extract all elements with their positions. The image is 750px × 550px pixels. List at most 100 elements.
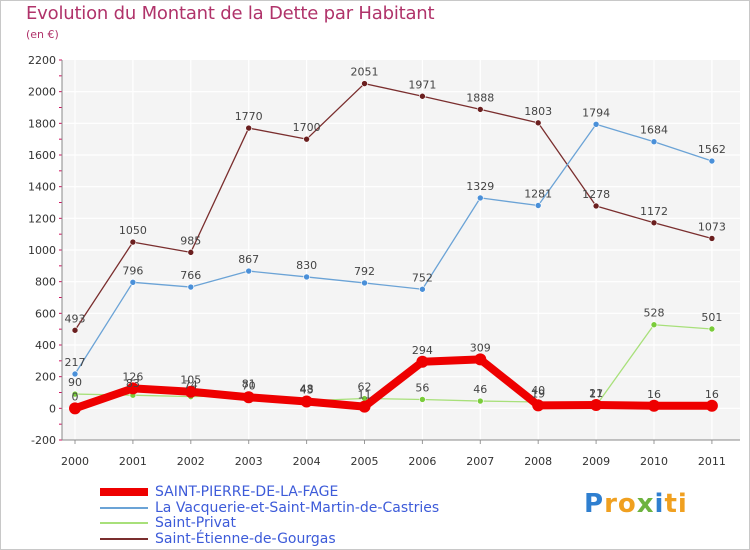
series-3-label-2003: 1770 bbox=[235, 110, 263, 123]
y-tick-label-1600: 1600 bbox=[28, 149, 56, 162]
x-tick-label-2002: 2002 bbox=[177, 455, 205, 468]
series-1-label-2001: 796 bbox=[122, 264, 143, 277]
series-0-point-2009 bbox=[590, 399, 603, 412]
series-1-point-2002 bbox=[187, 283, 195, 291]
series-0-label-2003: 70 bbox=[242, 379, 256, 392]
series-3-label-2005: 2051 bbox=[351, 66, 379, 79]
y-tick-label--200: -200 bbox=[31, 434, 56, 447]
y-tick-label-0: 0 bbox=[49, 402, 56, 415]
series-2-label-2004: 48 bbox=[300, 383, 314, 396]
series-1-label-2002: 766 bbox=[180, 269, 201, 282]
series-0-label-2007: 309 bbox=[470, 341, 491, 354]
series-1-label-2007: 1329 bbox=[466, 180, 494, 193]
series-0-point-2004 bbox=[300, 395, 313, 408]
series-3-label-2006: 1971 bbox=[408, 78, 436, 91]
series-1-label-2010: 1684 bbox=[640, 124, 668, 137]
series-1-label-2004: 830 bbox=[296, 259, 317, 272]
series-3-point-2005 bbox=[361, 80, 368, 87]
y-tick-label-400: 400 bbox=[35, 339, 56, 352]
series-3-point-2011 bbox=[708, 235, 716, 242]
series-3-point-2002 bbox=[187, 249, 195, 256]
series-1-point-2008 bbox=[534, 202, 542, 209]
proxiti-logo: Proxiti bbox=[584, 489, 688, 519]
series-3-label-2000: 493 bbox=[65, 312, 86, 325]
legend-label-saint-privat: Saint-Privat bbox=[155, 515, 236, 531]
series-0-point-2000 bbox=[69, 402, 81, 415]
series-0-point-2007 bbox=[474, 353, 487, 366]
y-tick-label-2200: 2200 bbox=[28, 54, 56, 67]
series-2-label-2009: 17 bbox=[589, 388, 603, 401]
series-1-point-2003 bbox=[245, 267, 252, 275]
series-1-label-2005: 792 bbox=[354, 265, 375, 278]
series-3-label-2011: 1073 bbox=[698, 220, 726, 233]
series-1-label-2000: 217 bbox=[65, 356, 86, 369]
x-tick-label-2008: 2008 bbox=[524, 455, 552, 468]
chart-subtitle: (en €) bbox=[26, 28, 59, 41]
series-1-point-2005 bbox=[361, 279, 368, 287]
series-2-label-2006: 56 bbox=[415, 381, 429, 394]
y-tick-label-1200: 1200 bbox=[28, 212, 56, 225]
y-tick-label-1800: 1800 bbox=[28, 117, 56, 130]
series-2-label-2001: 83 bbox=[126, 377, 140, 390]
series-3-point-2010 bbox=[650, 219, 658, 227]
series-3-label-2004: 1700 bbox=[293, 121, 321, 134]
series-2-point-2010 bbox=[650, 321, 658, 329]
series-3-label-2009: 1278 bbox=[582, 188, 610, 201]
y-tick-label-1000: 1000 bbox=[28, 244, 56, 257]
series-2-label-2002: 74 bbox=[184, 379, 198, 392]
series-line-3 bbox=[74, 82, 713, 331]
y-tick-label-800: 800 bbox=[35, 276, 56, 289]
x-tick-label-2011: 2011 bbox=[698, 455, 726, 468]
y-tick-label-600: 600 bbox=[35, 307, 56, 320]
series-3-point-2006 bbox=[419, 92, 426, 100]
series-0-point-2008 bbox=[532, 399, 545, 412]
y-tick-label-2000: 2000 bbox=[28, 86, 56, 99]
series-1-point-2004 bbox=[303, 273, 310, 281]
x-tick-label-2006: 2006 bbox=[408, 455, 436, 468]
y-tick-label-200: 200 bbox=[35, 371, 56, 384]
series-3-point-2008 bbox=[534, 119, 542, 127]
legend-label-saint-pierre: SAINT-PIERRE-DE-LA-FAGE bbox=[155, 484, 339, 500]
series-0-label-2001: 126 bbox=[122, 370, 143, 383]
series-3-point-2003 bbox=[245, 124, 252, 132]
series-3-label-2002: 985 bbox=[180, 234, 201, 247]
x-tick-label-2004: 2004 bbox=[293, 455, 321, 468]
series-2-point-2000 bbox=[71, 390, 79, 398]
series-3-point-2004 bbox=[303, 135, 310, 143]
series-3-point-2007 bbox=[476, 106, 484, 113]
series-1-point-2007 bbox=[476, 194, 484, 202]
series-0-point-2005 bbox=[358, 400, 371, 413]
legend-label-saint-etienne: Saint-Étienne-de-Gourgas bbox=[155, 531, 336, 547]
series-0-point-2010 bbox=[648, 399, 660, 412]
series-2-point-2011 bbox=[708, 325, 716, 333]
series-1-point-2009 bbox=[592, 120, 600, 128]
series-3-label-2007: 1888 bbox=[466, 91, 494, 104]
series-3-point-2000 bbox=[71, 326, 79, 334]
series-1-label-2011: 1562 bbox=[698, 143, 726, 156]
series-2-label-2011: 501 bbox=[701, 311, 722, 324]
series-3-label-2010: 1172 bbox=[640, 205, 668, 218]
series-0-label-2006: 294 bbox=[412, 344, 433, 357]
series-0-point-2001 bbox=[126, 382, 139, 395]
series-0-label-2010: 16 bbox=[647, 388, 661, 401]
x-tick-label-2009: 2009 bbox=[582, 455, 610, 468]
chart-title: Evolution du Montant de la Dette par Hab… bbox=[26, 3, 435, 24]
series-0-label-2002: 105 bbox=[180, 374, 201, 387]
series-0-label-2004: 43 bbox=[300, 384, 314, 397]
series-2-label-2010: 528 bbox=[644, 307, 665, 320]
series-1-point-2010 bbox=[650, 138, 658, 145]
series-0-point-2003 bbox=[242, 391, 255, 404]
series-0-point-2002 bbox=[184, 385, 197, 398]
x-tick-label-2005: 2005 bbox=[351, 455, 379, 468]
x-tick-label-2000: 2000 bbox=[61, 455, 89, 468]
series-1-point-2006 bbox=[419, 285, 426, 293]
series-3-label-2001: 1050 bbox=[119, 224, 147, 237]
series-2-point-2007 bbox=[476, 397, 484, 405]
series-1-label-2006: 752 bbox=[412, 271, 433, 284]
series-1-point-2011 bbox=[708, 157, 716, 165]
series-0-label-2005: 11 bbox=[358, 389, 372, 402]
series-2-label-2003: 81 bbox=[242, 378, 256, 391]
series-2-label-2000: 90 bbox=[68, 376, 82, 389]
series-3-point-2009 bbox=[592, 202, 600, 210]
